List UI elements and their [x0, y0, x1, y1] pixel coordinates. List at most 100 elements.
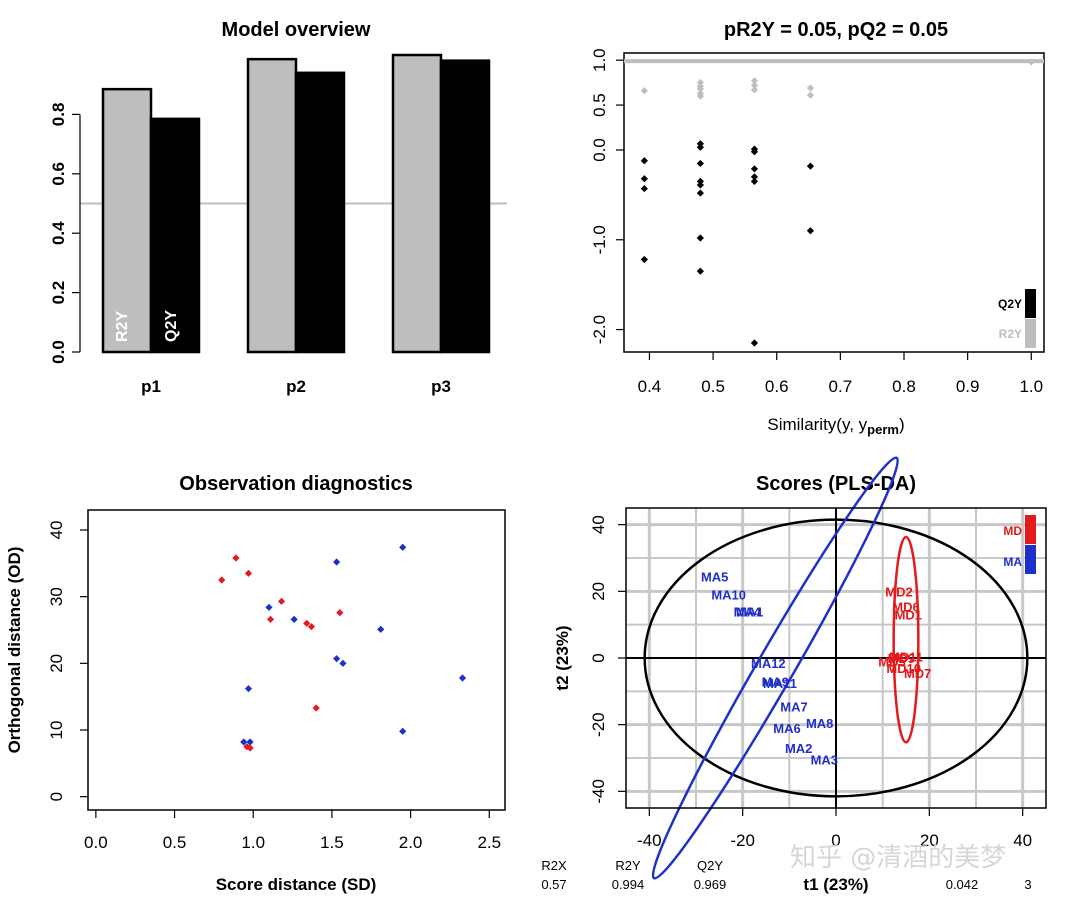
x-tick-label: 0.6	[765, 377, 789, 396]
y-tick-label: 10	[47, 721, 66, 740]
x-tick-label: 0.5	[163, 833, 187, 852]
point-md	[277, 597, 286, 605]
point-q2y	[750, 148, 759, 156]
y-tick-label: 0	[589, 653, 608, 662]
point-ma	[246, 738, 254, 746]
point-label-ma: MA10	[711, 588, 746, 603]
x-tick-label: 0.8	[892, 377, 916, 396]
point-ma	[244, 685, 253, 693]
point-label-ma: MA6	[773, 721, 800, 736]
point-label-ma: MA8	[806, 716, 833, 731]
x-tick-label: 1.5	[320, 833, 344, 852]
x-tick-label: 40	[1013, 831, 1032, 850]
x-tick-label: 2.5	[477, 833, 501, 852]
point-md	[307, 623, 316, 631]
point-md	[218, 576, 226, 584]
point-label-ma: MA11	[763, 676, 797, 691]
point-md	[266, 615, 275, 623]
table-value: 0.57	[541, 877, 566, 892]
point-label-md: MD6	[892, 599, 919, 614]
legend-label-ma: MA	[1003, 555, 1022, 569]
point-ma	[290, 615, 298, 623]
x-tick-label: 20	[920, 831, 939, 850]
y-tick-label: 0.2	[49, 281, 68, 305]
table-value: 0.994	[612, 877, 645, 892]
y-tick-label: -1.0	[590, 225, 609, 254]
bar-r2y-p2	[246, 57, 298, 354]
y-axis-label: t2 (23%)	[553, 625, 572, 690]
bar-r2y-p3	[391, 53, 443, 354]
point-md	[336, 609, 344, 617]
point-q2y	[696, 181, 704, 189]
point-r2y	[696, 85, 704, 93]
point-q2y	[750, 177, 759, 185]
bar-label: Q2Y	[163, 310, 180, 342]
x-axis-label: t1 (23%)	[803, 875, 868, 894]
x-tick-label: p2	[286, 377, 306, 396]
bar-q2y-p3	[439, 59, 491, 354]
point-q2y	[640, 157, 648, 165]
chart-title-observation-diagnostics: Observation diagnostics	[179, 473, 412, 495]
point-md	[303, 619, 311, 627]
point-label-ma: MA1	[736, 604, 763, 619]
x-tick-label: 0.5	[701, 377, 725, 396]
y-tick-label: 20	[47, 654, 66, 673]
point-label-ma: MA2	[785, 741, 812, 756]
y-tick-label: 0.0	[590, 138, 609, 162]
point-ma	[399, 543, 407, 551]
x-tick-label: 1.0	[241, 833, 265, 852]
point-label-ma: MA3	[811, 753, 838, 768]
y-tick-label: -40	[589, 779, 608, 804]
point-label-ma: MA7	[780, 699, 807, 714]
point-r2y	[696, 92, 704, 100]
point-r2y	[806, 84, 815, 92]
point-ma	[333, 655, 341, 663]
table-header: R2X	[541, 858, 567, 873]
point-q2y	[640, 175, 648, 183]
legend-label-md: MD	[1003, 524, 1022, 538]
x-tick-label: 1.0	[1019, 377, 1043, 396]
point-label-ma: MA9	[762, 674, 789, 689]
point-q2y	[640, 255, 648, 264]
y-tick-label: 0.0	[49, 340, 68, 364]
bar-label: R2Y	[114, 311, 131, 342]
y-tick-label: 0.4	[49, 221, 68, 245]
point-label-ma: MA12	[751, 656, 786, 671]
point-label-ma: MA4	[734, 604, 762, 619]
x-tick-label: 0.0	[84, 833, 108, 852]
point-q2y	[640, 184, 648, 193]
chart-title-model-overview: Model overview	[222, 19, 371, 41]
x-tick-label: p3	[431, 377, 451, 396]
ellipse-hotelling	[643, 518, 1029, 798]
y-tick-label: -20	[589, 712, 608, 737]
x-axis-label: Score distance (SD)	[216, 875, 377, 894]
legend-swatch-q2y	[1025, 289, 1036, 318]
legend-label-q2y: Q2Y	[998, 297, 1022, 311]
point-ma	[339, 659, 347, 667]
y-tick-label: 20	[589, 582, 608, 601]
y-tick-label: 40	[589, 515, 608, 534]
table-value: 0.042	[946, 877, 979, 892]
watermark: 知乎 @清酒的美梦	[790, 843, 1007, 873]
y-tick-label: 1.0	[590, 48, 609, 72]
table-value: 3	[1024, 877, 1031, 892]
point-label-md: MD11	[889, 649, 923, 664]
x-axis-label-end: )	[899, 415, 905, 434]
point-q2y	[750, 165, 759, 173]
point-label-md: MD2	[885, 584, 912, 599]
x-tick-label: p1	[141, 377, 161, 396]
point-q2y	[696, 234, 704, 242]
point-label-md: MD5	[878, 654, 905, 669]
bar-q2y-p1	[149, 117, 201, 354]
point-ma	[377, 625, 385, 633]
point-md	[244, 569, 253, 577]
point-q2y	[806, 227, 815, 235]
point-label-md: MD1	[895, 608, 922, 623]
point-q2y	[696, 143, 704, 151]
point-ma	[265, 603, 273, 611]
point-r2y	[806, 91, 815, 99]
legend-swatch-md	[1025, 515, 1036, 544]
plot-frame	[623, 52, 1045, 353]
bar-q2y-p2	[294, 71, 346, 354]
plot-frame	[87, 509, 506, 811]
